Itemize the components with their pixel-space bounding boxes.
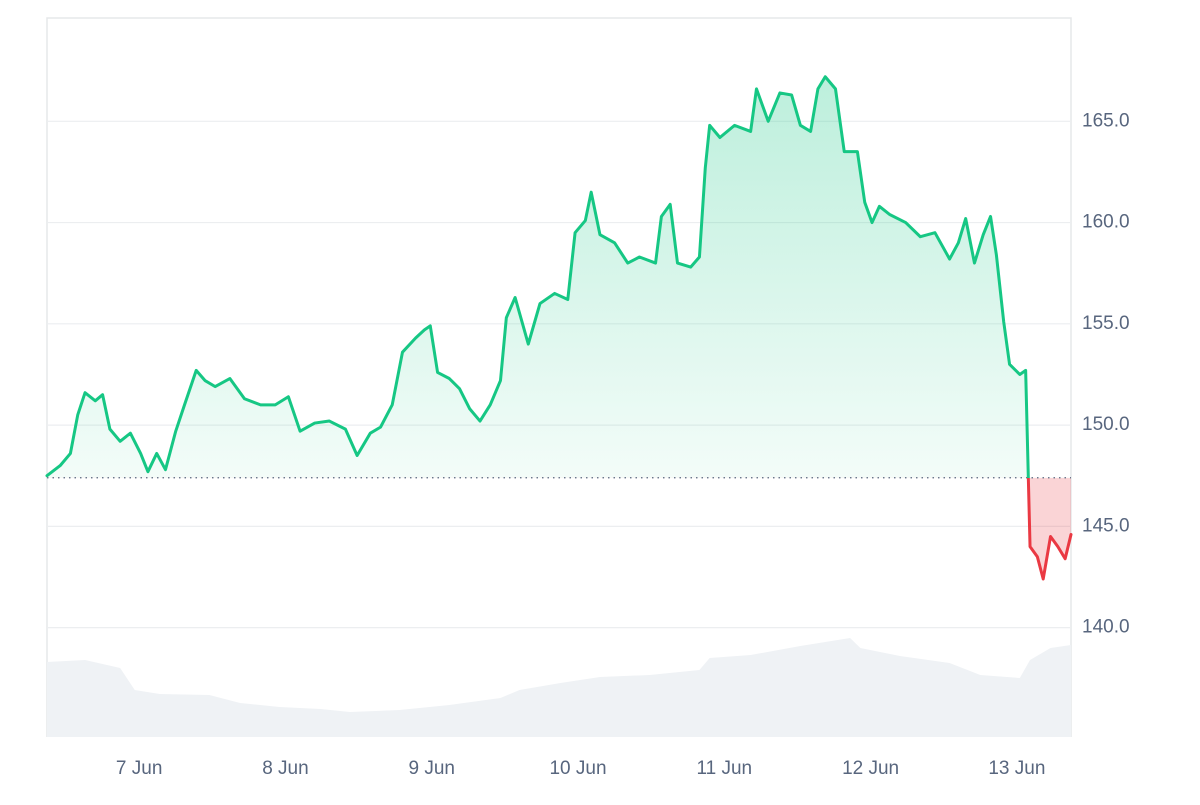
x-tick-label: 13 Jun [988,758,1045,779]
volume-area [47,638,1071,737]
price-line [45,75,1073,581]
y-tick-label: 155.0 [1082,313,1130,334]
x-tick-label: 8 Jun [262,758,308,779]
y-tick-label: 165.0 [1082,110,1130,131]
x-tick-label: 9 Jun [408,758,454,779]
y-tick-label: 145.0 [1082,515,1130,536]
area-up [47,76,1029,478]
x-tick-label: 11 Jun [696,758,752,779]
x-tick-label: 10 Jun [549,758,606,779]
y-tick-label: 150.0 [1082,414,1130,435]
y-tick-label: 140.0 [1082,617,1130,638]
x-tick-label: 7 Jun [116,758,162,779]
x-tick-label: 12 Jun [842,758,899,779]
y-tick-label: 160.0 [1082,212,1130,233]
plot-frame [46,17,1072,737]
